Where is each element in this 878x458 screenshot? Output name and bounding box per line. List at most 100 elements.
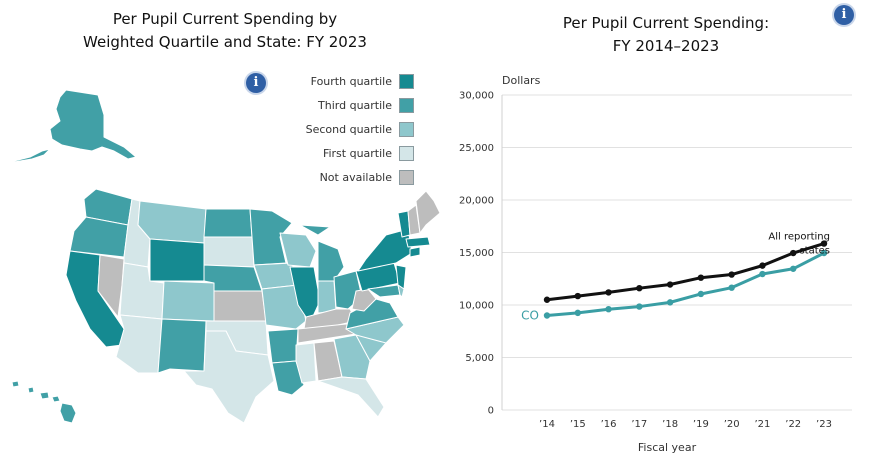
state-kansas[interactable] (213, 290, 267, 322)
y-tick-label: 10,000 (459, 301, 494, 312)
y-axis: 0 5,000 10,000 15,000 20,000 25,000 30,000 (459, 91, 494, 417)
data-point[interactable] (728, 271, 735, 278)
state-indiana[interactable] (317, 280, 337, 314)
y-axis-title: Dollars (502, 74, 541, 87)
legend-item-first[interactable]: First quartile (290, 144, 420, 168)
series-line[interactable] (546, 242, 825, 302)
data-point[interactable] (605, 289, 612, 296)
series-label: CO (521, 309, 539, 323)
state-louisiana[interactable] (271, 360, 305, 396)
legend-swatch (399, 146, 414, 161)
map-panel: Per Pupil Current Spending by Weighted Q… (7, 10, 440, 424)
state-montana[interactable] (137, 200, 207, 244)
x-axis: ’14 ’15 ’16 ’17 ’18 ’19 ’20 ’21 ’22 ’23 (539, 419, 832, 430)
x-tick-label: ’16 (601, 419, 617, 430)
state-mississippi[interactable] (295, 342, 317, 384)
state-michigan[interactable] (299, 224, 345, 282)
data-point[interactable] (605, 306, 612, 313)
y-tick-label: 15,000 (459, 248, 494, 259)
data-point[interactable] (697, 274, 705, 281)
state-alaska-islands (7, 148, 51, 164)
data-point[interactable] (574, 292, 581, 300)
series-line[interactable] (546, 251, 825, 317)
chart-title: Per Pupil Current Spending: FY 2014–2023 (460, 12, 872, 58)
state-massachusetts[interactable] (405, 236, 431, 248)
state-illinois[interactable] (289, 266, 321, 324)
state-wyoming[interactable] (149, 238, 205, 282)
y-tick-label: 20,000 (459, 196, 494, 207)
legend-swatch (399, 74, 414, 89)
data-point[interactable] (543, 296, 551, 303)
state-minnesota[interactable] (249, 208, 293, 266)
state-georgia[interactable] (333, 334, 371, 380)
state-north-dakota[interactable] (203, 208, 253, 238)
legend-label: Second quartile (305, 123, 392, 136)
x-tick-label: ’22 (785, 419, 801, 430)
data-point[interactable] (543, 312, 551, 319)
data-point[interactable] (759, 262, 766, 269)
data-point[interactable] (790, 265, 797, 272)
legend-swatch (399, 170, 414, 185)
x-tick-label: ’17 (631, 419, 647, 430)
y-tick-label: 0 (488, 406, 494, 417)
series-label: All reporting (768, 232, 830, 243)
state-arkansas[interactable] (267, 328, 299, 364)
state-south-dakota[interactable] (203, 236, 255, 268)
x-tick-label: ’19 (693, 419, 709, 430)
map-title-line1: Per Pupil Current Spending by (112, 10, 338, 28)
state-maine[interactable] (415, 190, 440, 234)
legend-label: Not available (319, 171, 392, 184)
state-wisconsin[interactable] (279, 232, 317, 268)
x-tick-label: ’18 (662, 419, 678, 430)
state-colorado[interactable] (161, 280, 215, 322)
data-point[interactable] (790, 249, 797, 257)
legend-label: Third quartile (318, 99, 392, 112)
state-connecticut[interactable] (409, 246, 421, 258)
chart-title-line2: FY 2014–2023 (612, 37, 720, 55)
series-label: states (799, 246, 830, 257)
series-lines (543, 240, 828, 319)
state-alaska[interactable] (49, 89, 137, 160)
series-labels: All reporting states CO (521, 232, 830, 323)
legend-label: First quartile (322, 147, 392, 160)
x-axis-title: Fiscal year (638, 441, 697, 454)
x-tick-label: ’15 (570, 419, 586, 430)
state-delaware[interactable] (397, 284, 405, 298)
info-icon[interactable]: i (834, 5, 854, 25)
legend-item-fourth[interactable]: Fourth quartile (290, 72, 420, 96)
state-arizona[interactable] (115, 314, 163, 374)
x-tick-label: ’14 (539, 419, 555, 430)
us-state-map (7, 89, 440, 424)
state-texas[interactable] (183, 330, 275, 424)
legend-item-second[interactable]: Second quartile (290, 120, 420, 144)
data-point[interactable] (820, 240, 828, 247)
x-tick-label: ’20 (724, 419, 740, 430)
state-florida[interactable] (317, 376, 385, 418)
state-nevada[interactable] (97, 254, 125, 318)
y-tick-label: 30,000 (459, 91, 494, 102)
data-point[interactable] (636, 303, 643, 310)
line-chart: Dollars 0 5,000 10,000 15,000 20,000 25,000 30… (459, 74, 852, 454)
data-point[interactable] (666, 299, 674, 306)
x-tick-label: ’21 (754, 419, 770, 430)
data-point[interactable] (666, 281, 674, 288)
state-oregon[interactable] (69, 216, 129, 258)
data-point[interactable] (697, 290, 705, 298)
data-point[interactable] (728, 284, 735, 291)
state-missouri[interactable] (261, 284, 307, 330)
data-point[interactable] (820, 249, 828, 257)
x-tick-label: ’23 (816, 419, 832, 430)
legend-item-third[interactable]: Third quartile (290, 96, 420, 120)
data-point[interactable] (636, 285, 643, 292)
legend-item-not-available[interactable]: Not available (290, 168, 420, 192)
data-point[interactable] (574, 309, 581, 317)
data-point[interactable] (759, 270, 766, 278)
y-tick-label: 5,000 (465, 353, 494, 364)
info-icon[interactable]: i (246, 73, 266, 93)
state-hawaii[interactable] (11, 380, 77, 424)
y-tick-label: 25,000 (459, 143, 494, 154)
map-title-line2: Weighted Quartile and State: FY 2023 (83, 33, 367, 51)
trend-panel: Per Pupil Current Spending: FY 2014–2023… (440, 0, 878, 458)
state-new-mexico[interactable] (157, 318, 207, 374)
legend-label: Fourth quartile (310, 75, 392, 88)
